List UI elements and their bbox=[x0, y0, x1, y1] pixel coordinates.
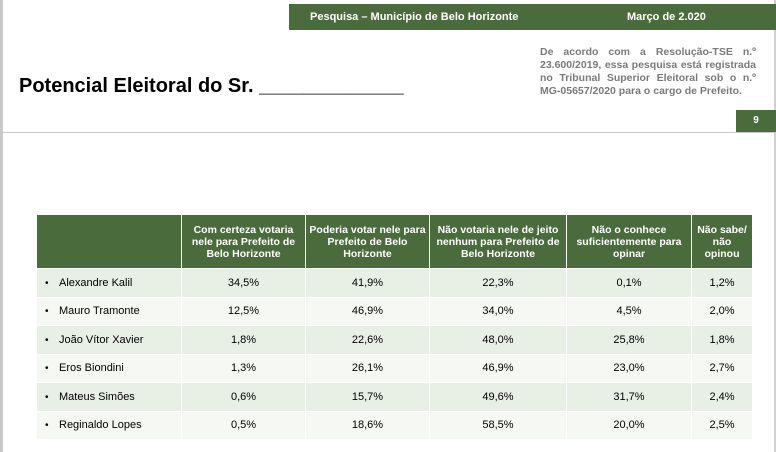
bullet-icon: • bbox=[45, 277, 49, 289]
column-header: Não votaria nele de jeito nenhum para Pr… bbox=[429, 214, 567, 269]
table-cell: 2,7% bbox=[691, 353, 753, 383]
table-cell: 20,0% bbox=[566, 410, 692, 440]
table-cell: 15,7% bbox=[305, 382, 430, 412]
bullet-icon: • bbox=[45, 363, 49, 375]
table-cell: 2,5% bbox=[691, 410, 753, 440]
table-cell: 1,2% bbox=[691, 268, 753, 298]
table-cell: 46,9% bbox=[429, 353, 567, 383]
column-header bbox=[36, 214, 182, 269]
table-cell: 34,5% bbox=[181, 268, 306, 298]
header-bar: Pesquisa – Município de Belo Horizonte M… bbox=[289, 4, 776, 30]
table-row: • João Vítor Xavier 1,8% 22,6% 48,0% 25,8… bbox=[36, 325, 753, 355]
table-cell: 2,0% bbox=[691, 296, 753, 326]
table-cell: 23,0% bbox=[566, 353, 692, 383]
table-cell: 0,1% bbox=[566, 268, 692, 298]
date-label: Março de 2.020 bbox=[627, 11, 706, 23]
table-cell: 1,8% bbox=[691, 325, 753, 355]
bullet-icon: • bbox=[45, 420, 49, 432]
table-cell: 22,6% bbox=[305, 325, 430, 355]
table-cell: 1,3% bbox=[181, 353, 306, 383]
candidate-name: Eros Biondini bbox=[59, 362, 124, 375]
header-divider bbox=[0, 132, 776, 133]
table-row: • Eros Biondini 1,3% 26,1% 46,9% 23,0% 2,… bbox=[36, 353, 753, 383]
table-cell: 2,4% bbox=[691, 382, 753, 412]
candidate-name-cell: • Mateus Simões bbox=[36, 382, 182, 412]
registration-note: De acordo com a Resolução-TSE n.º 23.600… bbox=[540, 46, 756, 97]
candidate-name: Mauro Tramonte bbox=[59, 305, 140, 318]
table-cell: 25,8% bbox=[566, 325, 692, 355]
column-header: Poderia votar nele para Prefeito de Belo… bbox=[305, 214, 430, 269]
candidate-name-cell: • Alexandre Kalil bbox=[36, 268, 182, 298]
table-cell: 58,5% bbox=[429, 410, 567, 440]
table-cell: 41,9% bbox=[305, 268, 430, 298]
table-cell: 18,6% bbox=[305, 410, 430, 440]
column-header: Não sabe/ não opinou bbox=[691, 214, 753, 269]
table-cell: 1,8% bbox=[181, 325, 306, 355]
candidate-name-cell: • Eros Biondini bbox=[36, 353, 182, 383]
table-row: • Mateus Simões 0,6% 15,7% 49,6% 31,7% 2,… bbox=[36, 382, 753, 412]
table-cell: 34,0% bbox=[429, 296, 567, 326]
candidate-name: Reginaldo Lopes bbox=[59, 419, 142, 432]
left-frame-border bbox=[0, 0, 3, 452]
right-frame-border bbox=[774, 0, 776, 452]
bullet-icon: • bbox=[45, 334, 49, 346]
table-row: • Mauro Tramonte 12,5% 46,9% 34,0% 4,5% 2… bbox=[36, 296, 753, 326]
page-number: 9 bbox=[736, 110, 776, 132]
table-header-row: Com certeza votaria nele para Prefeito d… bbox=[36, 214, 753, 269]
survey-label: Pesquisa – Município de Belo Horizonte bbox=[310, 11, 519, 23]
column-header: Com certeza votaria nele para Prefeito d… bbox=[181, 214, 306, 269]
table-cell: 48,0% bbox=[429, 325, 567, 355]
table-cell: 46,9% bbox=[305, 296, 430, 326]
table-cell: 26,1% bbox=[305, 353, 430, 383]
candidate-name: Mateus Simões bbox=[59, 390, 135, 403]
candidate-name-cell: • João Vítor Xavier bbox=[36, 325, 182, 355]
candidate-name: Alexandre Kalil bbox=[59, 276, 133, 289]
results-table: Com certeza votaria nele para Prefeito d… bbox=[36, 214, 753, 440]
table-cell: 31,7% bbox=[566, 382, 692, 412]
table-cell: 22,3% bbox=[429, 268, 567, 298]
candidate-name-cell: • Mauro Tramonte bbox=[36, 296, 182, 326]
table-cell: 49,6% bbox=[429, 382, 567, 412]
bullet-icon: • bbox=[45, 391, 49, 403]
table-cell: 0,5% bbox=[181, 410, 306, 440]
table-row: • Reginaldo Lopes 0,5% 18,6% 58,5% 20,0% … bbox=[36, 410, 753, 440]
candidate-name-cell: • Reginaldo Lopes bbox=[36, 410, 182, 440]
table-cell: 12,5% bbox=[181, 296, 306, 326]
table-cell: 0,6% bbox=[181, 382, 306, 412]
table-cell: 4,5% bbox=[566, 296, 692, 326]
table-row: • Alexandre Kalil 34,5% 41,9% 22,3% 0,1% … bbox=[36, 268, 753, 298]
column-header: Não o conhece suficientemente para opina… bbox=[566, 214, 692, 269]
page-title: Potencial Eleitoral do Sr. _____________ bbox=[19, 75, 404, 97]
bullet-icon: • bbox=[45, 306, 49, 318]
candidate-name: João Vítor Xavier bbox=[59, 333, 144, 346]
